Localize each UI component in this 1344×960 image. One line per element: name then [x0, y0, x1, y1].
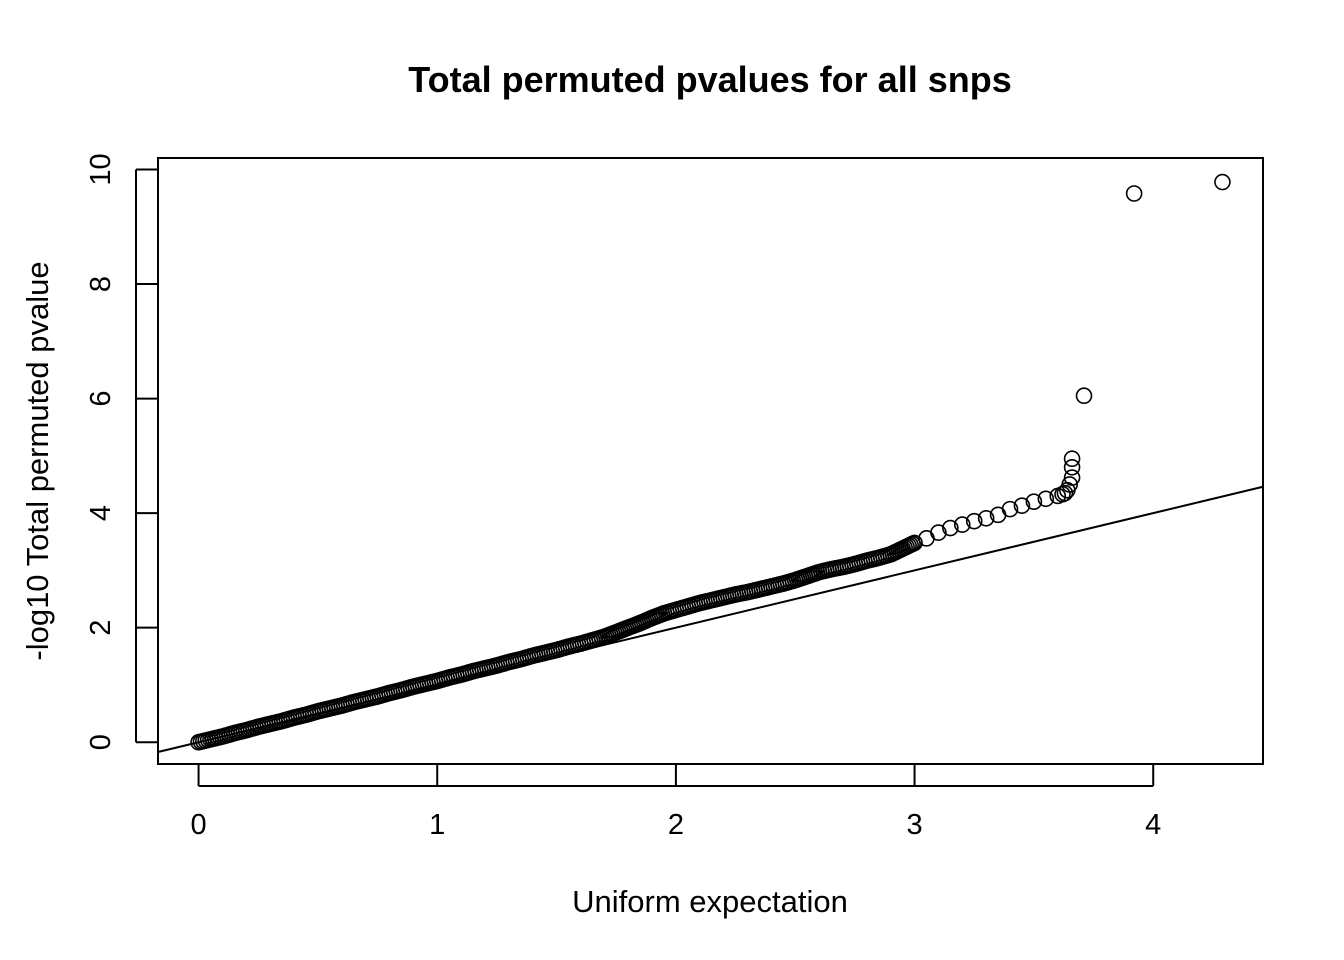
chart-title: Total permuted pvalues for all snps [408, 59, 1011, 100]
data-point [1001, 500, 1019, 518]
data-point [930, 524, 947, 541]
data-point [1025, 493, 1043, 510]
data-point [1056, 484, 1074, 502]
data-point [1214, 173, 1231, 191]
y-tick-label: 10 [85, 153, 117, 185]
data-point [977, 509, 995, 527]
y-axis: 0 2 4 6 8 10 [85, 153, 157, 750]
plot-area-frame [157, 157, 1264, 765]
data-point [1063, 450, 1081, 468]
data-point [906, 534, 923, 552]
data-point [1063, 459, 1081, 476]
x-tick-label: 0 [191, 809, 207, 841]
data-point [1063, 469, 1081, 486]
x-tick-label: 4 [1145, 809, 1161, 841]
x-tick-label: 3 [906, 809, 922, 841]
y-tick-label: 4 [85, 505, 117, 521]
y-tick-label: 8 [85, 276, 117, 292]
x-tick-label: 1 [429, 809, 445, 841]
data-point [1013, 497, 1031, 514]
data-point [965, 512, 983, 530]
data-points-layer [190, 173, 1231, 751]
y-tick-label: 6 [85, 390, 117, 406]
data-point [953, 516, 971, 533]
x-tick-label: 2 [668, 809, 684, 841]
x-axis: 0 1 2 3 4 [191, 765, 1161, 841]
data-point [1061, 476, 1078, 493]
data-point [1125, 185, 1143, 202]
data-point [942, 519, 959, 537]
y-axis-label: -log10 Total permuted pvalue [20, 261, 55, 660]
y-tick-label: 0 [85, 734, 117, 750]
y-tick-label: 2 [85, 620, 117, 636]
data-point [1075, 387, 1093, 405]
data-point [1037, 490, 1055, 508]
x-axis-label: Uniform expectation [572, 884, 848, 919]
